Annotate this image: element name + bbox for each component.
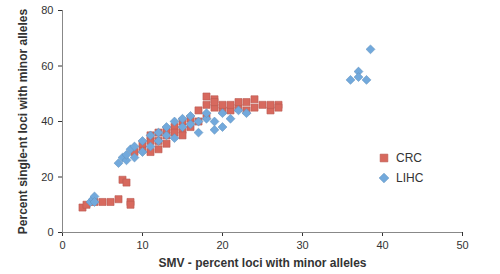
html-text:LIHC: LIHC: [396, 171, 424, 185]
svg-text:20: 20: [216, 239, 228, 251]
svg-text:60: 60: [41, 60, 53, 72]
svg-text:0: 0: [47, 226, 53, 238]
svg-text:Percent single-nt loci with mi: Percent single-nt loci with minor allele…: [16, 8, 30, 234]
svg-text:80: 80: [41, 4, 53, 16]
svg-text:30: 30: [296, 239, 308, 251]
svg-text:0: 0: [59, 239, 65, 251]
svg-text:50: 50: [456, 239, 468, 251]
svg-text:SMV - percent loci with minor: SMV - percent loci with minor alleles: [158, 256, 366, 270]
svg-text:10: 10: [136, 239, 148, 251]
svg-text:20: 20: [41, 171, 53, 183]
svg-text:40: 40: [41, 115, 53, 127]
html-text:CRC: CRC: [396, 151, 422, 165]
svg-text:40: 40: [376, 239, 388, 251]
